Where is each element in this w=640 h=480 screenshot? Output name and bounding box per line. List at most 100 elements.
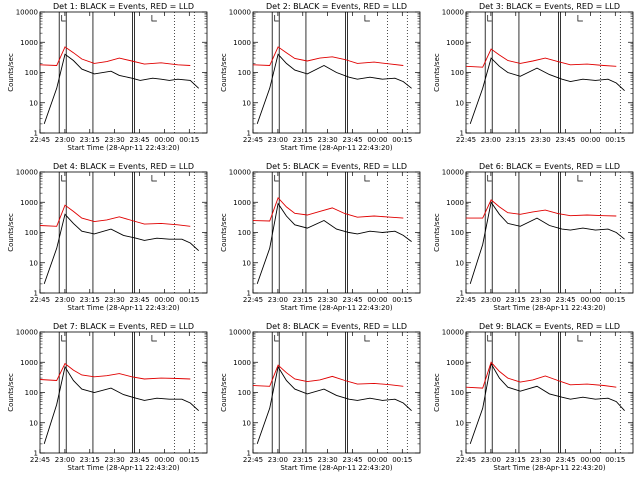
y-tick-label: 10 (455, 259, 464, 267)
x-tick-label: 23:15 (506, 136, 526, 144)
x-tick-label: 23:15 (506, 296, 526, 304)
x-tick-label: 23:30 (318, 456, 338, 464)
x-tick-label: 00:15 (179, 456, 199, 464)
x-tick-label: 00:15 (179, 296, 199, 304)
x-axis-label: Start Time (28-Apr-11 22:43:20) (67, 464, 179, 472)
x-tick-label: 00:00 (154, 296, 174, 304)
bracket-mark (274, 15, 279, 22)
y-tick-label: 1000 (446, 359, 464, 367)
x-tick-label: 23:45 (129, 136, 149, 144)
bracket-mark (364, 335, 370, 342)
y-tick-label: 10 (29, 259, 38, 267)
y-tick-label: 1000 (446, 39, 464, 47)
y-tick-label: 10000 (442, 169, 464, 177)
series-events-line (256, 53, 412, 125)
bracket-mark (487, 335, 492, 342)
bracket-mark (151, 175, 157, 182)
chart-panel-4: Det 4: BLACK = Events, RED = LLD 1 10 100 10… (7, 162, 208, 312)
x-tick-label: 00:15 (392, 456, 412, 464)
y-axis-label: Counts/sec (220, 373, 228, 412)
chart-panel-3: Det 3: BLACK = Events, RED = LLD 1 10 100 10… (433, 2, 634, 144)
y-tick-label: 1000 (20, 359, 38, 367)
plot-frame (252, 331, 421, 454)
y-tick-label: 10000 (442, 9, 464, 17)
series-lld-line (39, 46, 191, 66)
chart-panel-6: Det 6: BLACK = Events, RED = LLD 1 10 100 10… (433, 162, 634, 312)
x-axis-label: Start Time (28-Apr-11 22:43:20) (67, 144, 179, 152)
y-tick-label: 100 (25, 389, 38, 397)
y-tick-label: 100 (238, 69, 251, 77)
x-tick-label: 23:45 (555, 296, 575, 304)
y-tick-label: 1 (34, 130, 38, 138)
chart-panel-2: Det 2: BLACK = Events, RED = LLD 1 10 100 10… (220, 2, 421, 152)
series-events-line (256, 202, 412, 285)
x-tick-label: 23:15 (80, 456, 100, 464)
x-tick-label: 22:45 (456, 456, 476, 464)
chart-title: Det 6: BLACK = Events, RED = LLD (479, 162, 620, 171)
plot-frame (465, 331, 634, 454)
y-tick-label: 1 (460, 130, 464, 138)
y-tick-label: 10000 (229, 169, 251, 177)
x-tick-label: 22:45 (243, 136, 263, 144)
y-axis-label: Counts/sec (220, 53, 228, 92)
x-tick-label: 23:00 (55, 296, 75, 304)
series-events-line (43, 213, 200, 285)
y-tick-label: 1 (247, 130, 251, 138)
series-events-line (43, 53, 200, 125)
x-axis-label: Start Time (28-Apr-11 22:43:20) (280, 144, 392, 152)
x-tick-label: 00:15 (605, 136, 625, 144)
series-lld-line (466, 199, 617, 219)
plot-frame (39, 171, 208, 294)
y-tick-label: 10 (455, 419, 464, 427)
y-tick-label: 10 (29, 419, 38, 427)
x-tick-label: 00:00 (367, 136, 387, 144)
x-tick-label: 00:00 (367, 456, 387, 464)
chart-title: Det 3: BLACK = Events, RED = LLD (479, 2, 620, 11)
x-tick-label: 00:15 (179, 136, 199, 144)
x-tick-label: 23:15 (293, 456, 313, 464)
y-axis-label: Counts/sec (220, 213, 228, 252)
y-axis-label: Counts/sec (433, 53, 441, 92)
y-tick-label: 10 (242, 99, 251, 107)
chart-panel-9: Det 9: BLACK = Events, RED = LLD 1 10 100 10… (433, 322, 634, 472)
bracket-mark (61, 335, 66, 342)
x-axis-label: Start Time (28-Apr-11 22:43:20) (67, 304, 179, 312)
y-tick-label: 100 (25, 69, 38, 77)
x-tick-label: 23:30 (105, 296, 125, 304)
x-tick-label: 00:15 (605, 456, 625, 464)
x-tick-label: 23:15 (506, 456, 526, 464)
x-tick-label: 23:00 (55, 456, 75, 464)
x-tick-label: 23:30 (531, 296, 551, 304)
x-tick-label: 23:30 (105, 456, 125, 464)
y-tick-label: 1000 (20, 199, 38, 207)
chart-title: Det 9: BLACK = Events, RED = LLD (479, 322, 620, 331)
chart-title: Det 2: BLACK = Events, RED = LLD (266, 2, 407, 11)
bracket-mark (577, 15, 583, 22)
x-tick-label: 22:45 (30, 136, 50, 144)
series-events-line (469, 57, 625, 125)
chart-panel-5: Det 5: BLACK = Events, RED = LLD 1 10 100 10… (220, 162, 421, 312)
plot-frame (39, 331, 208, 454)
chart-title: Det 8: BLACK = Events, RED = LLD (266, 322, 407, 331)
x-tick-label: 22:45 (243, 456, 263, 464)
x-tick-label: 00:00 (154, 456, 174, 464)
y-tick-label: 1 (34, 290, 38, 298)
x-tick-label: 00:00 (154, 136, 174, 144)
x-tick-label: 00:00 (580, 456, 600, 464)
x-tick-label: 23:30 (105, 136, 125, 144)
y-tick-label: 10000 (16, 329, 38, 337)
x-tick-label: 00:00 (580, 136, 600, 144)
x-tick-label: 23:45 (555, 136, 575, 144)
x-tick-label: 23:00 (268, 296, 288, 304)
x-tick-label: 23:45 (342, 296, 362, 304)
chart-title: Det 5: BLACK = Events, RED = LLD (266, 162, 407, 171)
y-tick-label: 100 (238, 389, 251, 397)
x-tick-label: 00:15 (392, 136, 412, 144)
x-tick-label: 00:15 (392, 296, 412, 304)
x-tick-label: 23:15 (80, 136, 100, 144)
y-tick-label: 10000 (229, 9, 251, 17)
series-lld-line (252, 196, 404, 222)
y-tick-label: 1 (460, 290, 464, 298)
y-tick-label: 10 (455, 99, 464, 107)
bracket-mark (364, 175, 370, 182)
